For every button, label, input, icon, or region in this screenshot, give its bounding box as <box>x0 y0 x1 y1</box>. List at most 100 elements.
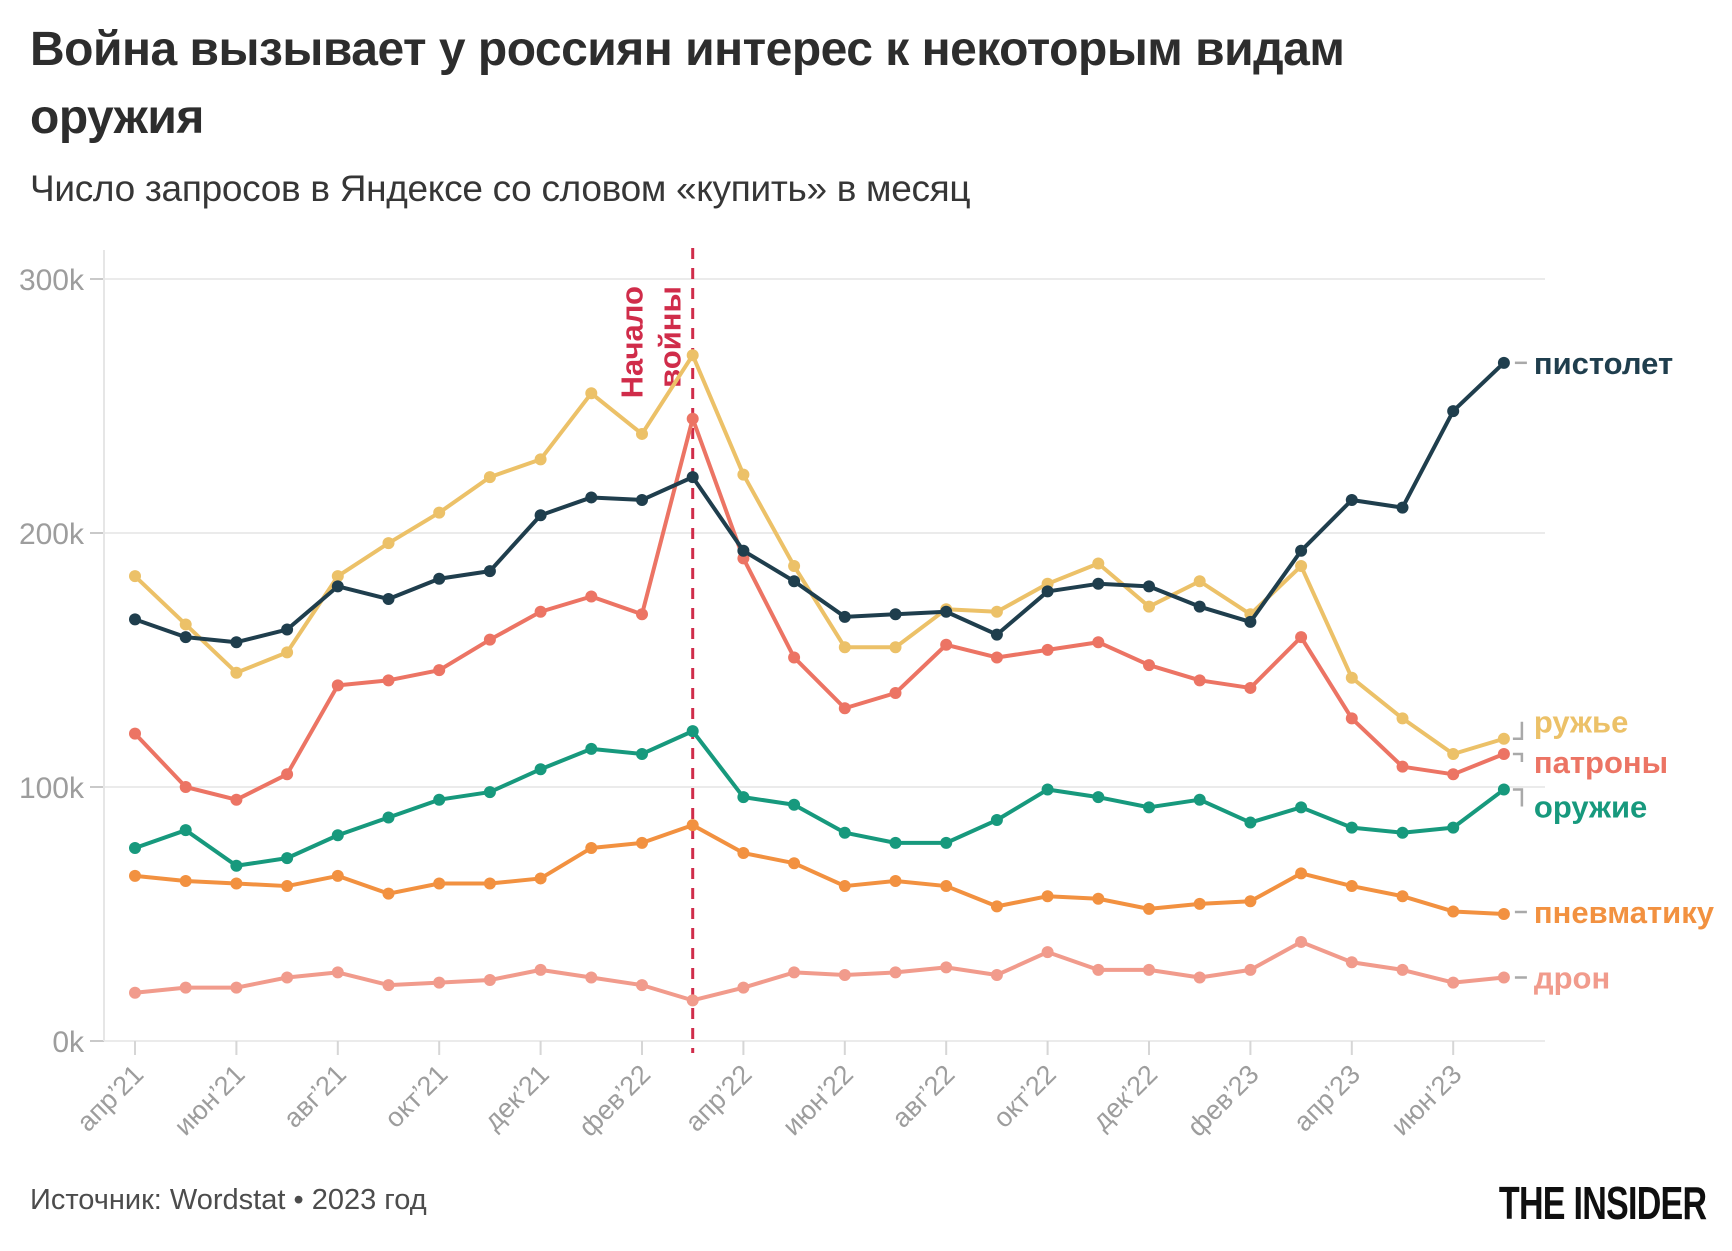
series-line-oruzhie <box>133 729 1506 868</box>
legend-label-pistolet: пистолет <box>1534 346 1673 381</box>
data-point-oruzhie <box>585 742 598 755</box>
data-point-dron <box>1396 963 1409 976</box>
data-point-patrony <box>1143 659 1155 672</box>
data-point-dron <box>230 981 243 994</box>
data-point-pistolet <box>686 471 699 484</box>
data-point-ruzhye <box>585 387 598 400</box>
data-point-ruzhye <box>1143 600 1155 613</box>
data-point-pnevmatiku <box>179 874 192 887</box>
data-point-oruzhie <box>940 836 953 849</box>
data-point-pistolet <box>382 593 395 606</box>
data-point-pistolet <box>1497 356 1510 369</box>
data-point-ruzhye <box>788 560 801 573</box>
data-point-patrony <box>483 633 496 646</box>
data-point-pistolet <box>1193 600 1206 613</box>
data-point-pnevmatiku <box>331 869 344 882</box>
data-point-pistolet <box>636 493 648 506</box>
data-point-dron <box>838 968 851 981</box>
data-point-pnevmatiku <box>433 877 446 890</box>
data-point-oruzhie <box>433 793 446 806</box>
data-point-dron <box>889 966 902 979</box>
data-point-pistolet <box>1143 580 1155 593</box>
x-tick-label: окт’21 <box>379 1059 454 1134</box>
data-point-pnevmatiku <box>382 887 395 900</box>
data-point-pistolet <box>940 605 953 618</box>
data-point-ruzhye <box>838 641 851 654</box>
data-point-ruzhye <box>1092 557 1105 570</box>
x-tick-label: авг’21 <box>278 1059 352 1133</box>
series-line-pistolet <box>133 360 1506 645</box>
y-tick-label: 200k <box>19 518 85 551</box>
x-tick-label: фев’23 <box>1181 1059 1264 1142</box>
data-point-pnevmatiku <box>686 819 699 832</box>
data-point-oruzhie <box>1497 783 1510 796</box>
series-line-dron <box>133 939 1506 1003</box>
data-point-oruzhie <box>838 826 851 839</box>
data-point-ruzhye <box>1497 732 1510 745</box>
data-point-dron <box>940 961 953 974</box>
data-point-ruzhye <box>1345 671 1358 684</box>
data-point-dron <box>129 986 141 999</box>
legend-connector-ruzhye <box>1512 721 1524 740</box>
data-point-oruzhie <box>534 763 547 776</box>
data-point-patrony <box>1396 760 1409 773</box>
data-point-ruzhye <box>636 427 648 440</box>
data-point-patrony <box>1295 631 1308 644</box>
data-point-pistolet <box>230 636 243 649</box>
data-point-pnevmatiku <box>1295 867 1308 880</box>
data-point-dron <box>331 966 344 979</box>
data-point-oruzhie <box>990 814 1003 827</box>
data-point-pistolet <box>585 491 598 504</box>
chart-subtitle: Число запросов в Яндексе со словом «купи… <box>30 168 971 209</box>
y-tick-label: 100k <box>19 772 85 805</box>
data-point-ruzhye <box>686 349 699 362</box>
data-point-dron <box>686 994 699 1007</box>
data-point-ruzhye <box>433 506 446 519</box>
war-annotation-text: Начало <box>615 286 650 398</box>
data-point-dron <box>1244 963 1257 976</box>
data-point-oruzhie <box>1244 816 1257 829</box>
x-tick-label: авг’22 <box>886 1059 960 1133</box>
data-point-ruzhye <box>483 471 496 484</box>
data-point-pistolet <box>838 610 851 623</box>
data-point-dron <box>382 979 395 992</box>
data-point-patrony <box>1092 636 1105 649</box>
x-tick-label: апр’23 <box>1288 1059 1366 1137</box>
data-point-oruzhie <box>1447 821 1460 834</box>
legend-label-pnevmatiku: пневматику <box>1534 895 1715 930</box>
data-point-oruzhie <box>1092 791 1105 804</box>
data-point-pnevmatiku <box>636 836 648 849</box>
data-point-patrony <box>281 768 294 781</box>
data-point-ruzhye <box>129 570 141 583</box>
data-point-pistolet <box>1041 585 1054 598</box>
series-line-patrony <box>133 416 1506 802</box>
data-point-pnevmatiku <box>129 869 141 882</box>
data-point-dron <box>788 966 801 979</box>
data-point-patrony <box>990 651 1003 664</box>
data-point-ruzhye <box>990 605 1003 618</box>
data-point-ruzhye <box>889 641 902 654</box>
data-point-pnevmatiku <box>1041 890 1054 903</box>
data-point-pnevmatiku <box>990 900 1003 913</box>
data-point-patrony <box>889 687 902 700</box>
x-tick-label: окт’22 <box>987 1059 1062 1134</box>
title-line-1: Война вызывает у россиян интерес к некот… <box>30 23 1345 76</box>
legend-label-dron: дрон <box>1534 961 1610 996</box>
data-point-oruzhie <box>281 852 294 865</box>
legend-label-patrony: патроны <box>1534 745 1668 780</box>
data-point-ruzhye <box>737 468 750 481</box>
data-point-dron <box>636 979 648 992</box>
data-point-dron <box>534 963 547 976</box>
data-point-pnevmatiku <box>1345 880 1358 893</box>
x-tick-label: июн’21 <box>168 1059 250 1141</box>
data-point-pnevmatiku <box>1244 895 1257 908</box>
data-point-oruzhie <box>382 811 395 824</box>
data-point-oruzhie <box>788 798 801 811</box>
data-point-oruzhie <box>686 725 699 738</box>
data-point-pistolet <box>788 575 801 588</box>
data-point-oruzhie <box>889 836 902 849</box>
legend-connector-patrony <box>1512 752 1524 762</box>
data-point-pnevmatiku <box>1497 908 1510 920</box>
data-point-dron <box>585 971 598 984</box>
